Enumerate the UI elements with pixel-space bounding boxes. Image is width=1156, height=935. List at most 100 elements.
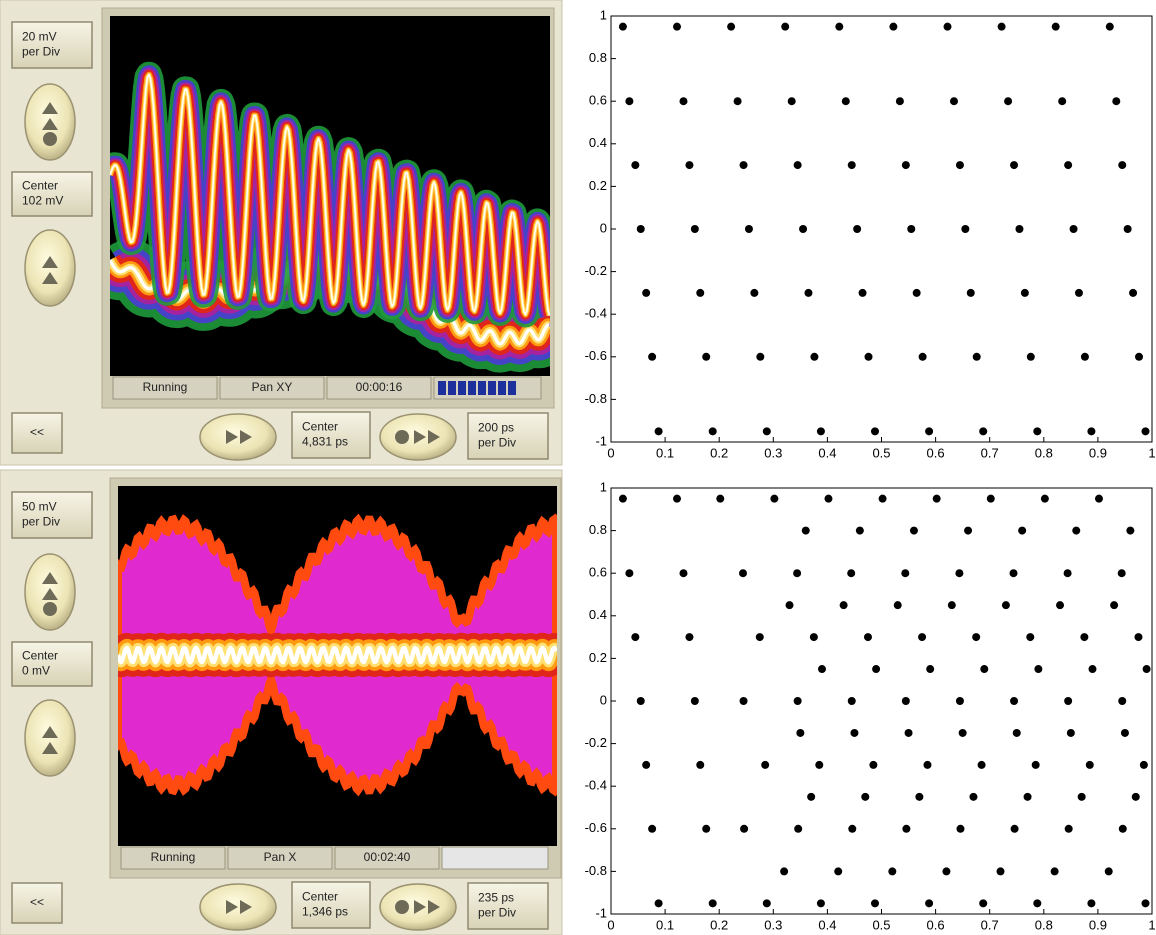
arrow-icon xyxy=(42,272,58,284)
point xyxy=(1074,288,1083,297)
button-label: 4,831 ps xyxy=(302,435,348,449)
point xyxy=(1087,427,1096,436)
point xyxy=(702,352,711,361)
point xyxy=(1023,792,1032,801)
point xyxy=(787,97,796,106)
arrow-icon xyxy=(42,588,58,600)
status-cell xyxy=(219,376,325,400)
x-tick-label: 0 xyxy=(607,917,614,932)
point xyxy=(648,352,657,361)
point xyxy=(841,97,850,106)
point xyxy=(1085,760,1094,769)
play-icon xyxy=(240,430,252,444)
point xyxy=(864,352,873,361)
point xyxy=(925,899,934,908)
point xyxy=(955,697,964,705)
point xyxy=(1112,97,1121,106)
point xyxy=(943,22,952,31)
scatter-chart: 0 0.1 0.2 0.3 0.4 0.5 0.6 0.7 0.8 0.9 1 -1 -0.8 -0.6 -… xyxy=(585,479,1156,932)
dot-icon xyxy=(395,430,409,444)
point xyxy=(1088,665,1097,674)
trace xyxy=(110,61,550,373)
point xyxy=(636,697,645,705)
point xyxy=(1131,792,1140,801)
progress-block xyxy=(448,381,456,395)
point xyxy=(679,569,688,578)
trace xyxy=(118,513,557,797)
point xyxy=(1134,633,1143,642)
x-tick-label: 0.7 xyxy=(981,917,999,932)
point xyxy=(1010,824,1019,833)
x-tick-label: 0.9 xyxy=(1089,445,1107,460)
button-face xyxy=(467,882,549,930)
point xyxy=(1012,728,1021,737)
point xyxy=(1118,697,1127,705)
point xyxy=(834,867,843,876)
progress-block xyxy=(458,381,466,395)
status-text: 00:02:40 xyxy=(364,850,411,864)
progress-block xyxy=(468,381,476,395)
point xyxy=(1018,526,1027,535)
point xyxy=(1142,665,1151,674)
point xyxy=(636,225,645,233)
trace-glow xyxy=(110,73,550,316)
point xyxy=(1104,867,1113,876)
back-button[interactable] xyxy=(11,882,63,924)
point xyxy=(1020,288,1029,297)
point xyxy=(847,161,856,170)
back-label: << xyxy=(30,895,44,909)
x-tick-label: 0.8 xyxy=(1035,445,1053,460)
y-tick-label: -0.2 xyxy=(585,263,607,278)
point xyxy=(781,22,790,31)
point xyxy=(850,728,859,737)
scatter-chart: 0 0.1 0.2 0.3 0.4 0.5 0.6 0.7 0.8 0.9 1 -1 -0.8 -0.6 -… xyxy=(585,7,1156,460)
point xyxy=(625,569,634,578)
y-tick-label: 0.4 xyxy=(589,607,607,622)
point xyxy=(1051,22,1060,31)
point xyxy=(702,824,711,833)
point xyxy=(947,601,956,610)
point xyxy=(972,352,981,361)
back-button[interactable] xyxy=(11,412,63,454)
y-tick-label: 0.4 xyxy=(589,135,607,150)
x-tick-label: 0.2 xyxy=(710,445,728,460)
play-icon xyxy=(226,430,238,444)
plot-frame xyxy=(610,15,1153,443)
x-tick-label: 0.4 xyxy=(818,445,836,460)
point xyxy=(756,352,765,361)
point xyxy=(1066,728,1075,737)
point xyxy=(1004,97,1013,106)
y-tick-label: 1 xyxy=(600,7,607,22)
status-cell xyxy=(441,846,549,870)
point xyxy=(708,899,717,908)
point xyxy=(964,526,973,535)
arrow-icon xyxy=(42,572,58,584)
point xyxy=(979,899,988,908)
back-label: << xyxy=(30,425,44,439)
point xyxy=(1080,352,1089,361)
point xyxy=(871,899,880,908)
point xyxy=(980,665,989,674)
point xyxy=(793,161,802,170)
x-tick-label: 0.9 xyxy=(1089,917,1107,932)
point xyxy=(848,824,857,833)
point xyxy=(901,697,910,705)
x-tick-label: 0.6 xyxy=(927,917,945,932)
point xyxy=(716,494,725,503)
point xyxy=(902,824,911,833)
point xyxy=(912,288,921,297)
status-cell xyxy=(112,376,218,400)
button-label: 20 mV xyxy=(22,30,57,44)
point xyxy=(972,633,981,642)
point xyxy=(955,161,964,170)
point xyxy=(1135,352,1144,361)
y-tick-label: -0.4 xyxy=(585,778,607,793)
point xyxy=(733,97,742,106)
x-tick-label: 0.5 xyxy=(872,917,890,932)
point xyxy=(893,601,902,610)
dot-icon xyxy=(43,602,57,616)
point xyxy=(1080,633,1089,642)
button-label: per Div xyxy=(22,515,60,529)
button-face xyxy=(11,491,93,539)
point xyxy=(1105,22,1114,31)
